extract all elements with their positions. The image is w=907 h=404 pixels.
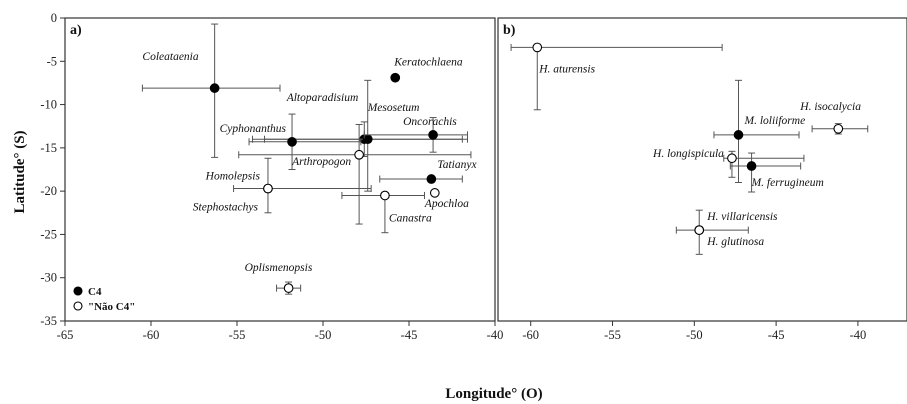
point-marker <box>727 153 737 164</box>
data-point-coleataenia: Coleataenia <box>141 23 281 158</box>
x-tick-label: -45 <box>401 328 418 342</box>
point-label: Coleataenia <box>142 51 198 63</box>
x-tick-label: -55 <box>604 328 621 342</box>
x-tick-label: -40 <box>487 328 504 342</box>
point-marker <box>354 149 364 160</box>
data-point-cyphonanthus: Cyphonanthus <box>220 113 362 170</box>
data-point-h-glutinosa: H. glutinosa <box>694 225 764 248</box>
y-tick-label: -20 <box>40 184 57 198</box>
point-marker <box>746 161 757 171</box>
point-label: M. loliiforme <box>743 115 805 127</box>
panel-a-frame <box>64 17 496 322</box>
point-label: Keratochlaena <box>393 57 463 69</box>
data-point-canastra: Canastra <box>341 190 432 234</box>
x-tick-label: -50 <box>686 328 703 342</box>
point-label: Oplismenopsis <box>245 262 313 274</box>
point-label: Mesosetum <box>367 102 420 114</box>
point-label: Tatianyx <box>437 159 477 171</box>
point-label: Altoparadisium <box>286 92 359 104</box>
point-marker <box>283 283 294 293</box>
point-label: Homolepsis <box>205 171 261 183</box>
panel-b-frame <box>497 17 907 322</box>
point-marker <box>263 183 273 194</box>
panel-b-letter: b) <box>503 23 516 38</box>
y-tick-label: -5 <box>47 54 57 68</box>
point-label: H. glutinosa <box>706 236 764 248</box>
point-label: Oncorachis <box>403 116 457 128</box>
point-marker <box>733 130 744 140</box>
point-marker <box>426 174 437 184</box>
point-label: Canastra <box>389 212 432 224</box>
data-point-apochloa: Apochloa <box>424 188 469 210</box>
panel-b: b) -60 -55 -50 -45 -40 H. aturensis M. loliifor… <box>497 17 907 342</box>
point-marker <box>380 190 390 201</box>
data-point-tatianyx: Tatianyx <box>379 159 477 184</box>
legend-label: "Não C4" <box>88 301 135 313</box>
x-tick-label: -55 <box>229 328 246 342</box>
data-point-mesosetum: Mesosetum <box>264 79 463 192</box>
point-label: Cyphonanthus <box>220 123 287 135</box>
data-point-m-ferrugineum: M. ferrugineum <box>729 152 824 193</box>
data-point-homolepsis: Homolepsis <box>205 157 372 214</box>
point-marker <box>532 42 543 53</box>
x-tick-label: -60 <box>143 328 160 342</box>
point-label: Arthropogon <box>291 156 351 168</box>
point-marker <box>833 123 844 134</box>
point-marker <box>209 83 220 93</box>
legend-marker <box>73 286 83 296</box>
x-tick-label: -45 <box>768 328 785 342</box>
legend-label: C4 <box>88 286 102 298</box>
point-marker <box>429 188 440 198</box>
data-point-h-aturensis: H. aturensis <box>510 42 723 111</box>
point-label: H. longispicula <box>652 148 724 160</box>
x-tick-label: -60 <box>522 328 539 342</box>
y-tick-label: 0 <box>51 11 57 25</box>
legend: C4 "Não C4" <box>73 286 135 313</box>
panel-a-letter: a) <box>70 23 82 38</box>
y-tick-label: -25 <box>40 227 57 241</box>
data-point-keratochlaena: Keratochlaena <box>390 57 463 83</box>
data-point-arthropogon: Arthropogon <box>238 123 472 225</box>
point-label: H. aturensis <box>538 63 595 75</box>
point-label: H. villaricensis <box>706 211 778 223</box>
x-axis-label: Longitude° (O) <box>445 386 542 402</box>
x-tick-label: -50 <box>315 328 332 342</box>
panel-a: a) -65 -60 -55 -50 -45 -40 0 -5 -10 -15 -20 -25 -30 -3… <box>40 11 503 342</box>
data-point-oplismenopsis: Oplismenopsis <box>245 262 313 295</box>
point-marker <box>287 136 297 147</box>
y-tick-label: -15 <box>40 141 57 155</box>
y-axis-label: Latitude° (S) <box>12 130 28 213</box>
data-point-h-longispicula: H. longispicula <box>652 148 805 178</box>
point-label: Stephostachys <box>193 202 259 214</box>
point-marker <box>428 130 438 140</box>
point-label: M. ferrugineum <box>751 177 824 189</box>
data-point-oncorachis: Oncorachis <box>363 116 468 153</box>
data-point-stephostachys: Stephostachys <box>193 183 273 214</box>
data-point-h-isocalycia: H. isocalycia <box>799 101 869 135</box>
y-tick-label: -35 <box>40 314 57 328</box>
point-marker <box>694 225 705 235</box>
legend-marker <box>73 301 83 311</box>
y-tick-label: -30 <box>40 271 57 285</box>
point-label: H. isocalycia <box>799 101 861 113</box>
point-marker <box>390 72 401 83</box>
y-tick-label: -10 <box>40 98 57 112</box>
x-tick-label: -40 <box>850 328 867 342</box>
point-label: Apochloa <box>424 198 469 210</box>
x-tick-label: -65 <box>57 328 74 342</box>
data-point-m-loliiforme: M. loliiforme <box>713 79 805 183</box>
